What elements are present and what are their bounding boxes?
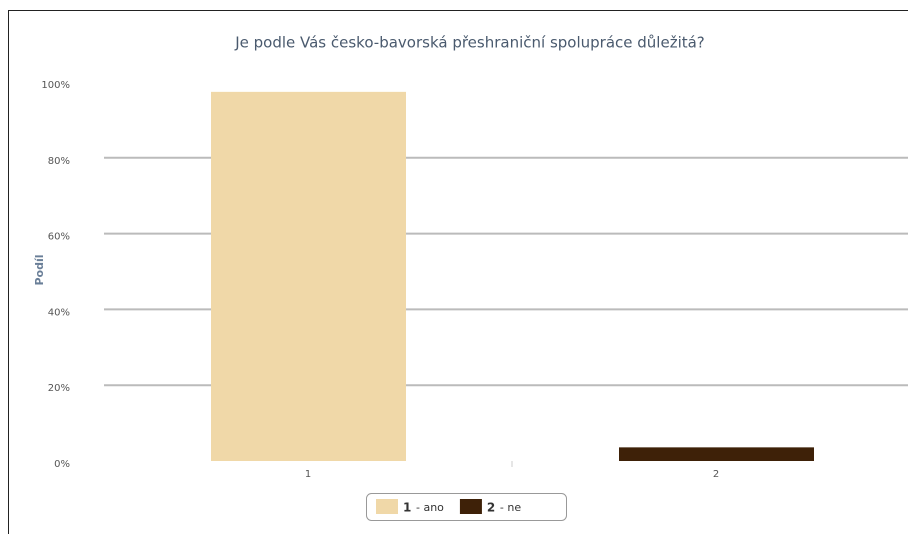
y-tick-label: 100% bbox=[41, 80, 70, 91]
legend-swatch bbox=[459, 499, 482, 514]
legend-key: 2 bbox=[487, 501, 495, 515]
y-tick-label: 40% bbox=[48, 307, 70, 318]
x-tick-label: 1 bbox=[305, 469, 311, 480]
y-tick-label: 0% bbox=[54, 459, 70, 470]
chart-title: Je podle Vás česko-bavorská přeshraniční… bbox=[234, 34, 705, 52]
frame bbox=[8, 10, 908, 534]
x-tick-label: 2 bbox=[713, 469, 719, 480]
y-tick-label: 80% bbox=[48, 156, 70, 167]
y-tick-label: 60% bbox=[48, 232, 70, 243]
legend-swatch bbox=[376, 499, 398, 514]
y-axis-title: Podíl bbox=[33, 254, 46, 285]
legend-label: - ne bbox=[500, 501, 521, 514]
legend-label: - ano bbox=[416, 501, 444, 514]
legend-key: 1 bbox=[403, 501, 411, 515]
bar bbox=[211, 91, 406, 461]
y-tick-label: 20% bbox=[48, 383, 70, 394]
bar bbox=[619, 447, 814, 461]
